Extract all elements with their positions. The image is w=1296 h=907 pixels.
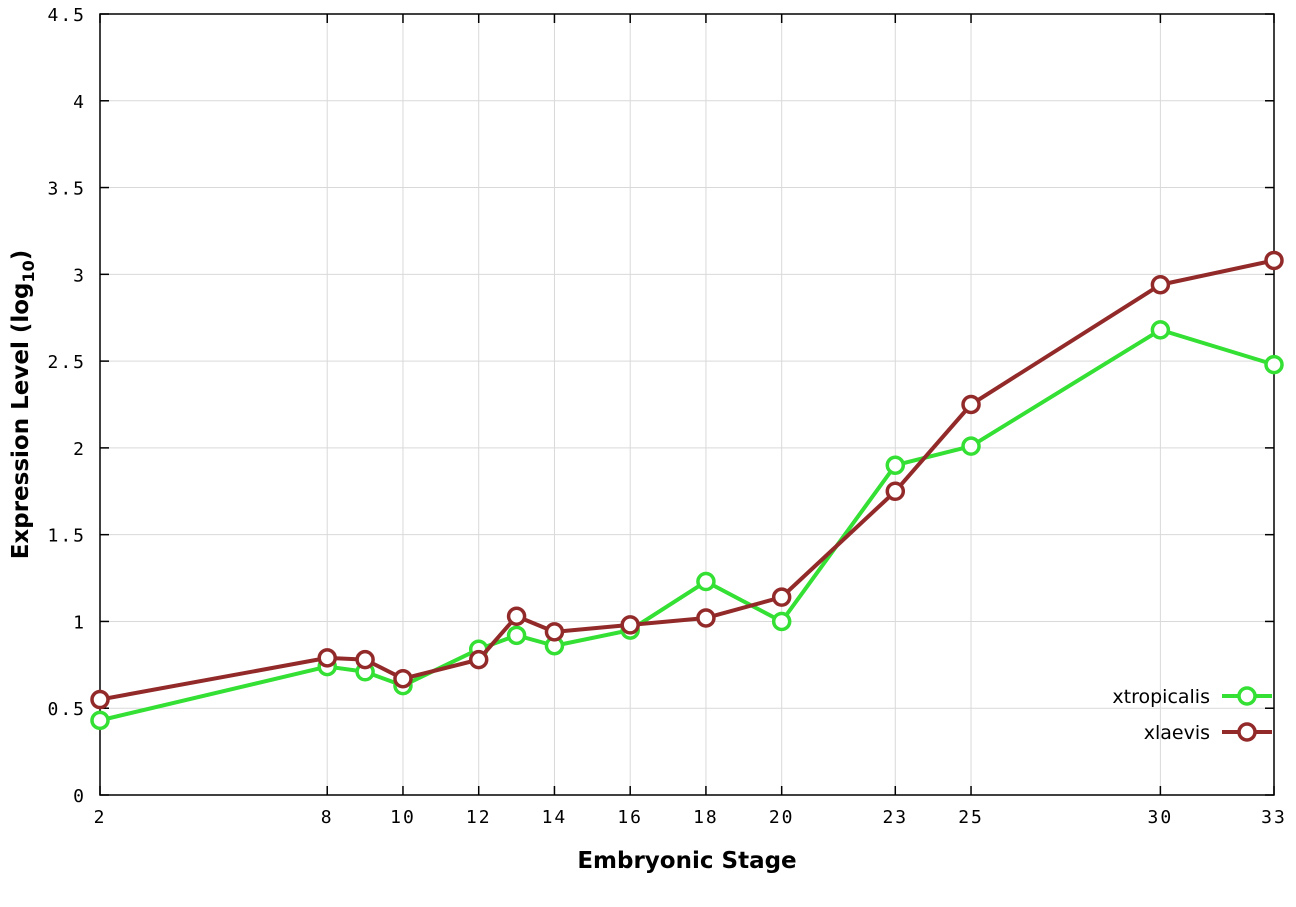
x-tick-label: 14 xyxy=(542,807,568,828)
x-tick-label: 20 xyxy=(769,807,795,828)
x-tick-label: 16 xyxy=(617,807,643,828)
y-tick-label: 2 xyxy=(73,439,86,460)
data-point-xlaevis xyxy=(620,615,640,635)
data-point-xlaevis xyxy=(1264,250,1284,271)
x-tick-label: 2 xyxy=(94,807,107,828)
legend: xtropicalis xlaevis xyxy=(1112,686,1272,744)
axis-ticks xyxy=(99,13,1275,796)
x-tick-label: 23 xyxy=(882,807,908,828)
data-point-xlaevis xyxy=(393,668,413,689)
plot-border xyxy=(99,13,1275,796)
legend-marker-xtropicalis xyxy=(1237,686,1257,706)
y-tick-label: 4.5 xyxy=(47,5,86,26)
data-point-xlaevis xyxy=(355,649,375,670)
data-point-xlaevis xyxy=(90,689,110,710)
y-tick-label: 4 xyxy=(73,92,86,113)
x-tick-labels: 2 8 10 12 14 16 18 20 23 25 30 33 xyxy=(94,807,1287,828)
data-point-xlaevis xyxy=(696,608,716,628)
legend-item-xlaevis: xlaevis xyxy=(1144,722,1272,744)
series-xtropicalis xyxy=(90,320,1284,731)
y-tick-label: 1.5 xyxy=(47,526,86,547)
x-tick-label: 33 xyxy=(1261,807,1287,828)
data-point-xtropicalis xyxy=(1150,320,1171,340)
data-point-xlaevis xyxy=(506,606,527,626)
legend-item-xtropicalis: xtropicalis xyxy=(1112,686,1272,708)
data-point-xtropicalis xyxy=(90,710,110,731)
y-tick-label: 3 xyxy=(73,265,86,286)
data-point-xtropicalis xyxy=(696,571,716,592)
x-axis-title: Embryonic Stage xyxy=(577,848,796,874)
data-point-xtropicalis xyxy=(1264,354,1284,375)
data-point-xtropicalis xyxy=(885,455,906,475)
y-tick-labels: 0 0.5 1 1.5 2 2.5 3 3.5 4 4.5 xyxy=(47,5,86,807)
y-tick-label: 1 xyxy=(73,612,86,633)
legend-label-xlaevis: xlaevis xyxy=(1144,722,1210,744)
data-point-xtropicalis xyxy=(961,436,981,456)
data-point-xlaevis xyxy=(1150,274,1171,295)
data-point-xlaevis xyxy=(885,481,906,502)
x-tick-label: 25 xyxy=(958,807,984,828)
data-point-xtropicalis xyxy=(506,625,527,646)
y-tick-label: 2.5 xyxy=(47,352,86,373)
data-point-xlaevis xyxy=(468,649,489,670)
x-tick-label: 10 xyxy=(390,807,416,828)
y-tick-label: 0.5 xyxy=(47,699,86,720)
data-point-xlaevis xyxy=(771,587,792,607)
legend-label-xtropicalis: xtropicalis xyxy=(1112,686,1210,708)
data-point-xlaevis xyxy=(544,622,565,642)
legend-marker-xlaevis xyxy=(1237,722,1257,742)
y-axis-title: Expression Level (log10) xyxy=(8,250,38,560)
series-xlaevis xyxy=(90,250,1284,710)
data-point-xlaevis xyxy=(961,394,981,415)
series-line-xtropicalis xyxy=(98,327,1276,723)
x-tick-label: 8 xyxy=(321,807,334,828)
y-tick-label: 0 xyxy=(73,786,86,807)
data-point-xtropicalis xyxy=(771,611,792,632)
y-tick-label: 3.5 xyxy=(47,179,86,200)
data-point-xlaevis xyxy=(317,648,337,668)
series-line-xlaevis xyxy=(98,258,1276,702)
x-tick-label: 18 xyxy=(693,807,719,828)
x-tick-label: 30 xyxy=(1148,807,1174,828)
x-tick-label: 12 xyxy=(466,807,492,828)
